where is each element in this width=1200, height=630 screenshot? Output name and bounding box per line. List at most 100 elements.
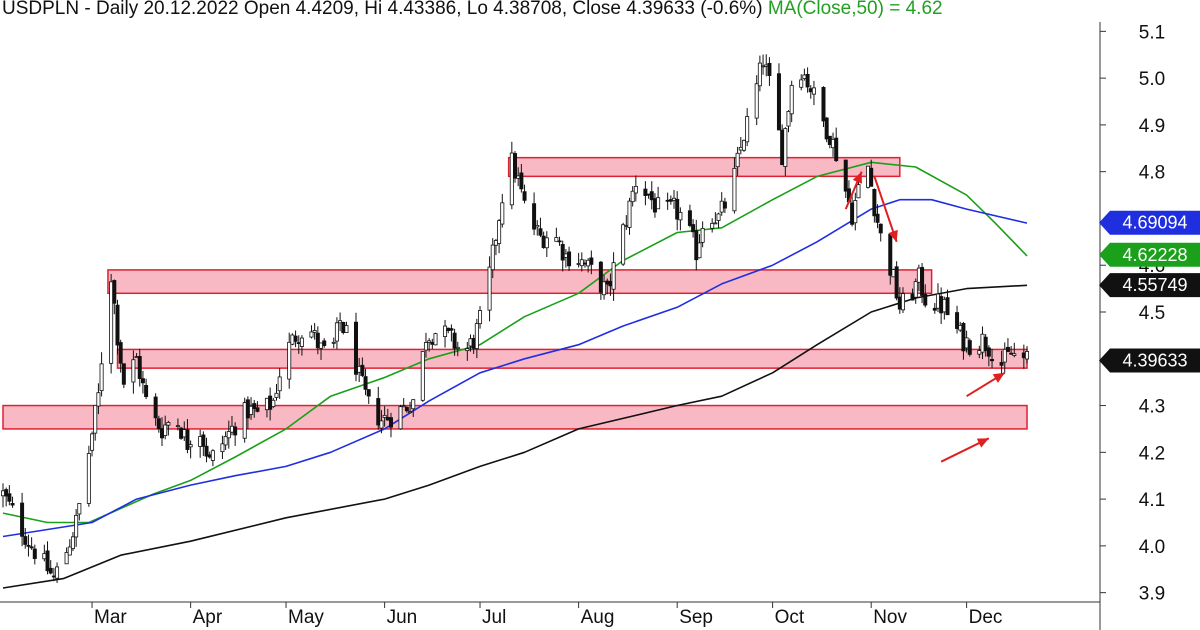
- candle-body: [478, 310, 483, 325]
- candle: [315, 326, 320, 355]
- candle-body: [672, 197, 677, 201]
- axes-layer: Mar Apr May Jun Jul Aug Sep Oct Nov Dec 3.9 4.0 4.1 4…: [0, 0, 1165, 630]
- candle: [627, 197, 632, 235]
- candle-body: [32, 548, 37, 559]
- y-tick-label: 4.3: [1139, 397, 1165, 418]
- candle: [776, 63, 781, 131]
- arrow-shaft: [873, 176, 898, 243]
- candle: [945, 289, 950, 316]
- candle: [783, 127, 788, 176]
- candle: [741, 139, 746, 152]
- candle-body: [678, 211, 683, 221]
- y-tick-label: 4.1: [1139, 490, 1165, 511]
- candle: [353, 312, 358, 382]
- candle-body: [897, 296, 902, 310]
- y-tick-label: 4.9: [1139, 116, 1165, 137]
- candle: [675, 191, 680, 231]
- candle-body: [160, 428, 165, 439]
- candle-body: [764, 64, 769, 67]
- candle-body: [745, 116, 750, 143]
- candle-body: [757, 62, 762, 87]
- candle-body: [379, 420, 384, 429]
- candle: [67, 539, 72, 556]
- candle: [379, 410, 384, 434]
- candle: [513, 151, 518, 183]
- candle-body: [290, 334, 295, 345]
- x-tick-label: Jun: [387, 607, 418, 628]
- candle: [77, 503, 82, 521]
- candle-body: [900, 293, 905, 311]
- candle: [478, 305, 483, 329]
- title-clip-mask: [1098, 0, 1200, 22]
- candle: [252, 399, 257, 418]
- candle-body: [188, 444, 193, 448]
- price-tag-label: 4.55749: [1122, 275, 1187, 295]
- candle: [869, 159, 874, 187]
- candle-body: [471, 338, 476, 349]
- candle-body: [411, 399, 416, 410]
- candle: [287, 332, 292, 389]
- candle-body: [656, 197, 661, 210]
- candle-body: [77, 503, 82, 515]
- candle: [853, 192, 858, 231]
- candle-body: [582, 262, 587, 265]
- candle-body: [474, 323, 479, 349]
- candle-body: [42, 553, 47, 560]
- candle-body: [560, 244, 565, 261]
- candle: [86, 445, 91, 507]
- candle: [500, 194, 505, 228]
- candle: [90, 431, 95, 457]
- candle-body: [4, 489, 9, 497]
- candle-body: [360, 364, 365, 376]
- candle: [26, 534, 31, 557]
- candle-body: [767, 62, 772, 76]
- candle: [967, 338, 972, 357]
- candle: [118, 339, 123, 373]
- candle-body: [322, 340, 327, 347]
- candle-body: [137, 356, 142, 379]
- candle-body: [665, 199, 670, 202]
- candle-body: [198, 436, 203, 447]
- candle-body: [99, 363, 104, 392]
- candle-body: [776, 73, 781, 131]
- y-tick-label: 5.0: [1139, 69, 1165, 90]
- candle-body: [522, 191, 527, 201]
- candle-body: [182, 429, 187, 438]
- candle: [70, 531, 75, 552]
- candle-body: [821, 87, 826, 122]
- candle-body: [557, 240, 562, 243]
- candle-body: [344, 325, 349, 334]
- y-tick-label: 3.9: [1139, 584, 1165, 605]
- candle-body: [872, 189, 877, 217]
- candle-body: [834, 137, 839, 162]
- candle: [163, 415, 168, 440]
- candle-body: [226, 431, 231, 439]
- title-ma-label: MA(Close,50) = 4.62: [768, 0, 943, 19]
- candle-body: [649, 191, 654, 201]
- candle-body: [977, 350, 982, 355]
- candle-body: [716, 213, 721, 221]
- arrow-head: [992, 372, 1005, 383]
- candle-body: [980, 333, 985, 353]
- candle: [366, 389, 371, 404]
- candle-body: [894, 266, 899, 299]
- price-tag: 4.39633: [1099, 348, 1200, 373]
- candle: [10, 496, 15, 508]
- candle-body: [961, 323, 966, 352]
- candle-body: [408, 411, 413, 414]
- candle-body: [404, 407, 409, 412]
- candle: [363, 368, 368, 396]
- candle: [598, 260, 603, 300]
- candle: [532, 192, 537, 236]
- candle-body: [70, 536, 75, 549]
- candle: [408, 401, 413, 414]
- price-tag-box: [1099, 210, 1200, 235]
- y-tick-label: 4.0: [1139, 537, 1165, 558]
- candle-body: [207, 454, 212, 458]
- arrows-layer: [844, 171, 1006, 463]
- candle: [649, 181, 654, 210]
- candle-body: [443, 325, 448, 338]
- price-tag-label: 4.39633: [1122, 350, 1187, 370]
- candle-body: [401, 405, 406, 408]
